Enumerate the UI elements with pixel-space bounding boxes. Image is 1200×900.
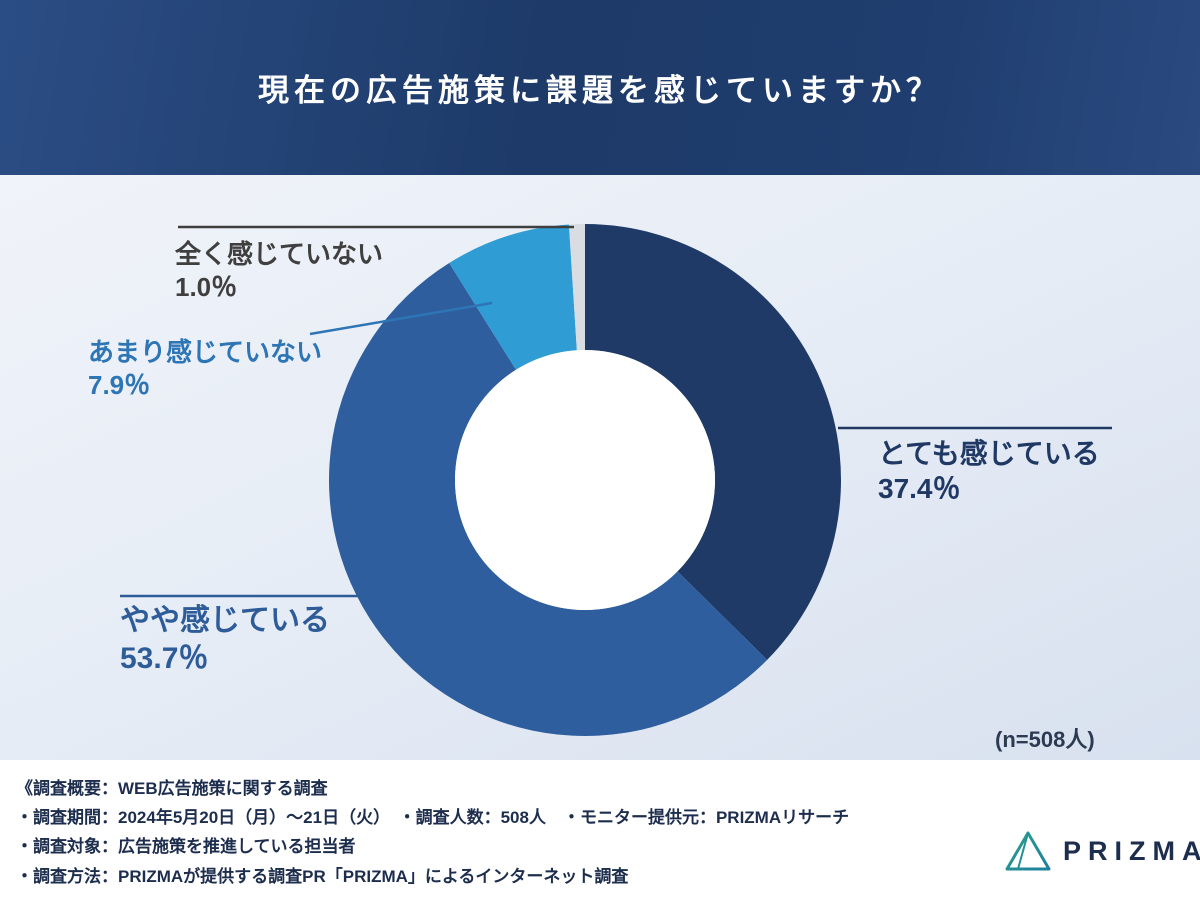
survey-overview-line2: ・調査期間：2024年5月20日（月）〜21日（火） ・調査人数：508人 ・モ… [16,808,850,828]
callout-totemo-label: とても感じている [878,438,1100,469]
header-band: 現在の広告施策に課題を感じていますか？ [0,0,1200,175]
survey-overview-line4: ・調査方法：PRIZMAが提供する調査PR「PRIZMA」によるインターネット調… [16,866,629,886]
donut-hole [455,350,715,610]
callout-yaya-value: 53.7％ [120,641,209,675]
callout-zen-label: 全く感じていない [175,239,384,269]
donut-segment-1 [329,262,768,736]
callout-totemo: とても感じている 37.4％ [878,436,1100,506]
sample-size-note: (n=508人) [995,727,1095,752]
prizma-logo-icon [1005,831,1051,871]
donut-segments [329,224,841,736]
donut-chart-wrap [315,210,855,750]
donut-segment-3 [568,224,585,351]
survey-overview-footer: 《調査概要：WEB広告施策に関する調査 ・調査期間：2024年5月20日（月）〜… [0,760,1200,900]
callout-amari-value: 7.9％ [88,369,151,400]
callout-totemo-value: 37.4％ [878,473,961,504]
callout-yaya-label: やや感じている [120,604,330,637]
callout-yaya: やや感じている 53.7％ [120,602,330,677]
donut-segment-2 [449,224,577,370]
prizma-logo: PRIZMA [1005,830,1200,872]
donut-chart [329,224,841,736]
callout-amari: あまり感じていない 7.9％ [88,336,322,401]
donut-segment-0 [585,224,841,660]
callout-zen: 全く感じていない 1.0％ [175,238,383,303]
callout-amari-label: あまり感じていない [88,337,323,367]
survey-overview-line1: 《調査概要：WEB広告施策に関する調査 [16,779,328,798]
prizma-logo-text: PRIZMA [1063,835,1200,866]
survey-overview-line3: ・調査対象：広告施策を推進している担当者 [16,837,356,857]
callout-zen-value: 1.0％ [175,271,238,302]
page-title: 現在の広告施策に課題を感じていますか？ [258,73,942,108]
